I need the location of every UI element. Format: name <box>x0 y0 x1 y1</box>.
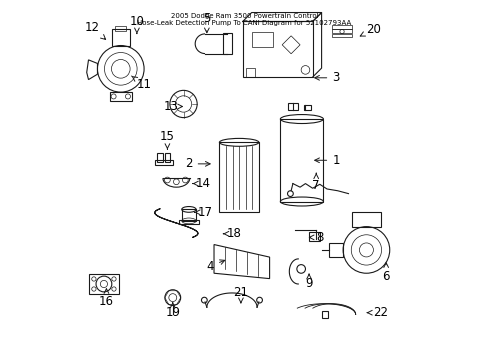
Text: 22: 22 <box>366 306 387 319</box>
Text: 2005 Dodge Ram 3500 Powertrain Control
Hose-Leak Detection Pump To CANI Diagram : 2005 Dodge Ram 3500 Powertrain Control H… <box>137 13 351 26</box>
Bar <box>219 142 258 212</box>
Bar <box>321 311 327 318</box>
Bar <box>164 153 170 162</box>
Bar <box>251 32 273 46</box>
Text: 3: 3 <box>314 71 339 84</box>
Text: 14: 14 <box>193 177 210 190</box>
Bar <box>155 160 172 165</box>
Bar <box>351 212 380 226</box>
Text: 19: 19 <box>165 303 180 319</box>
Text: 8: 8 <box>309 231 323 244</box>
Text: 12: 12 <box>84 21 105 40</box>
Text: 4: 4 <box>206 260 224 273</box>
Text: 15: 15 <box>160 130 175 149</box>
Bar <box>110 92 131 101</box>
Text: 1: 1 <box>314 154 339 167</box>
Bar <box>332 25 351 29</box>
Bar <box>89 274 119 294</box>
Bar <box>280 119 323 202</box>
Bar <box>246 68 255 77</box>
Bar <box>179 220 199 225</box>
Bar <box>332 30 351 33</box>
Bar <box>115 26 126 31</box>
Bar <box>223 33 231 54</box>
Bar <box>242 22 312 77</box>
Text: 7: 7 <box>312 173 319 192</box>
Text: 18: 18 <box>223 227 241 240</box>
Text: 2: 2 <box>185 157 210 170</box>
Bar <box>332 34 351 37</box>
Text: 17: 17 <box>194 206 212 219</box>
Text: 13: 13 <box>163 100 182 113</box>
Text: 5: 5 <box>203 12 210 33</box>
Bar <box>287 103 298 110</box>
Text: 16: 16 <box>99 289 114 309</box>
Bar <box>303 105 310 110</box>
Text: 11: 11 <box>131 76 151 91</box>
Text: 6: 6 <box>382 263 389 283</box>
Bar <box>112 30 129 45</box>
Text: 21: 21 <box>233 287 248 303</box>
Text: 20: 20 <box>360 23 380 36</box>
Bar <box>308 232 319 241</box>
Bar <box>157 153 163 162</box>
Text: 9: 9 <box>305 274 312 291</box>
Bar <box>182 210 196 221</box>
Text: 10: 10 <box>129 15 144 33</box>
Bar <box>328 243 343 257</box>
